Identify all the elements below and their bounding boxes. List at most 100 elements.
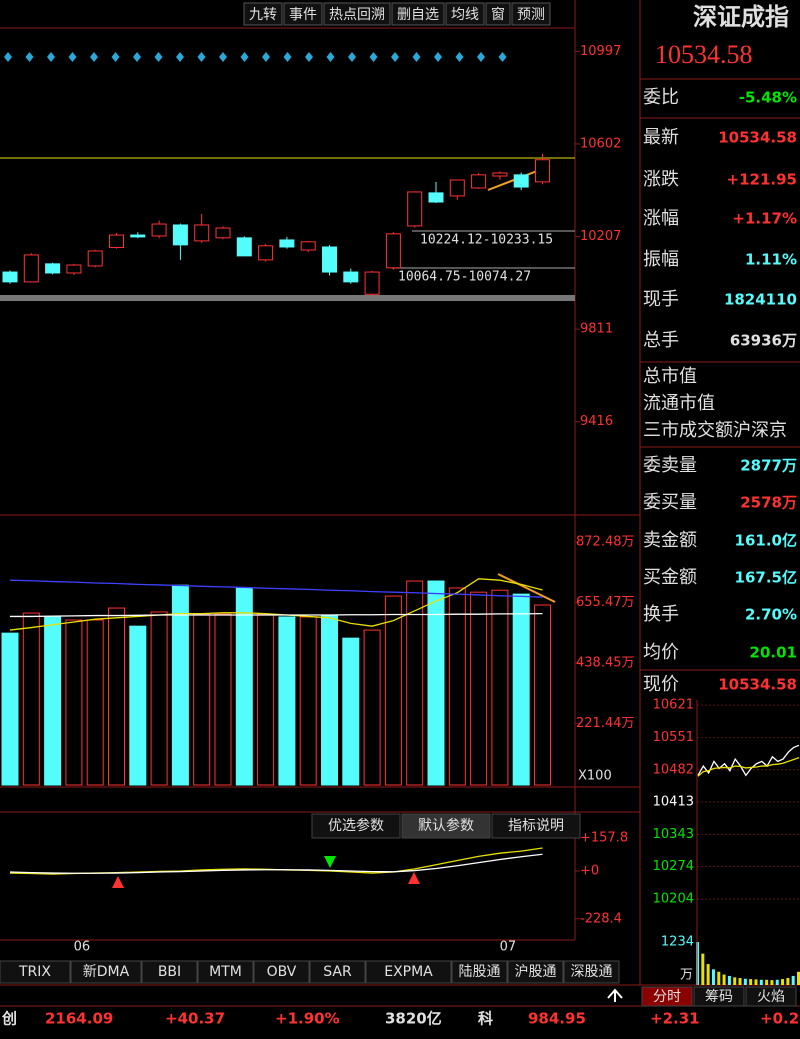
toolbar-button[interactable] xyxy=(511,2,551,26)
quote-value: 10534.58 xyxy=(718,129,797,147)
candle-body xyxy=(2,271,18,283)
intraday-volume xyxy=(765,979,769,985)
toolbar-label[interactable]: 均线 xyxy=(451,7,479,23)
expand-icon[interactable] xyxy=(607,988,623,1002)
view-tab-label[interactable]: 分时 xyxy=(653,989,681,1005)
toolbar-label[interactable]: 窗 xyxy=(491,6,505,23)
status-item: +2.31 xyxy=(650,1010,700,1028)
indicator-tab[interactable] xyxy=(563,960,620,984)
header-price: 10534.58 xyxy=(655,40,753,69)
candle-body xyxy=(300,241,316,251)
indicator-tab[interactable] xyxy=(451,960,508,984)
indicator-tab-label[interactable]: TRIX xyxy=(18,964,51,980)
intraday-line xyxy=(697,744,800,777)
candle-body xyxy=(23,254,39,283)
view-tab[interactable] xyxy=(745,986,797,1007)
y-tick-label: 10621 xyxy=(653,698,694,713)
diamond-marker xyxy=(283,52,292,62)
intraday-volume xyxy=(786,978,790,985)
volume-bar xyxy=(384,595,402,786)
moving-average xyxy=(9,579,543,598)
header-title: 深证成指 xyxy=(693,3,789,31)
candle-body xyxy=(66,264,82,274)
toolbar-label[interactable]: 预测 xyxy=(517,7,545,23)
y-tick-label: 10482 xyxy=(653,762,694,777)
view-tab[interactable] xyxy=(641,986,693,1007)
intraday-volume xyxy=(797,971,800,985)
indicator-tab[interactable] xyxy=(141,960,198,984)
quote-label: 委买量 xyxy=(643,492,697,513)
volume-bar xyxy=(299,616,317,786)
indicator-tab[interactable] xyxy=(253,960,310,984)
diamond-marker xyxy=(111,52,120,62)
indicator-button-label[interactable]: 默认参数 xyxy=(418,817,474,834)
y-tick-label: 9416 xyxy=(580,414,613,429)
indicator-tab-label[interactable]: BBI xyxy=(158,964,181,980)
indicator-tab-label[interactable]: SAR xyxy=(323,964,352,980)
quote-value: 20.01 xyxy=(750,644,797,662)
indicator-button[interactable] xyxy=(311,813,401,839)
toolbar-button[interactable] xyxy=(485,2,511,26)
toolbar-button[interactable] xyxy=(391,2,445,26)
volume-bar xyxy=(342,637,360,786)
indicator-tab[interactable] xyxy=(365,960,452,984)
candle-body xyxy=(109,234,124,248)
volume-bar xyxy=(150,611,168,786)
indicator-tab[interactable] xyxy=(309,960,366,984)
toolbar-label[interactable]: 删自选 xyxy=(397,7,439,23)
volume-bar xyxy=(321,614,338,786)
unit-label: X100 xyxy=(578,769,612,784)
indicator-button-label[interactable]: 优选参数 xyxy=(328,817,384,834)
indicator-button[interactable] xyxy=(401,813,491,839)
indicator-tab[interactable] xyxy=(507,960,564,984)
view-tab-label[interactable]: 火焰 xyxy=(757,989,785,1005)
toolbar-button[interactable] xyxy=(445,2,485,26)
quote-value: -5.48% xyxy=(739,89,797,107)
diamond-marker xyxy=(90,52,98,62)
toolbar-label[interactable]: 九转 xyxy=(249,7,277,23)
intraday-volume xyxy=(706,964,710,985)
indicator-tab[interactable] xyxy=(197,960,254,984)
diamond-marker xyxy=(412,52,421,62)
diamond-marker xyxy=(326,52,335,62)
diamond-marker xyxy=(348,52,356,62)
quote-label: 均价 xyxy=(643,642,679,663)
indicator-tab-label[interactable]: 沪股通 xyxy=(515,964,557,980)
indicator-tab-label[interactable]: MTM xyxy=(209,964,242,980)
indicator-button[interactable] xyxy=(491,813,581,839)
diamond-marker xyxy=(154,52,163,62)
y-tick-label: 438.45万 xyxy=(576,655,635,670)
indicator-button-label[interactable]: 指标说明 xyxy=(508,818,564,834)
indicator-tab[interactable] xyxy=(0,960,71,984)
indicator-tab-label[interactable]: 深股通 xyxy=(571,964,613,980)
view-tab-label[interactable]: 筹码 xyxy=(705,988,733,1005)
toolbar-label[interactable]: 事件 xyxy=(289,7,317,23)
diamond-marker xyxy=(498,52,507,62)
indicator-tab-label[interactable]: 新DMA xyxy=(83,964,130,980)
volume-bar xyxy=(235,587,253,786)
toolbar-label[interactable]: 热点回溯 xyxy=(329,7,385,23)
indicator-tab-label[interactable]: 陆股通 xyxy=(459,964,501,980)
trend-arrow xyxy=(497,573,556,603)
candle-body xyxy=(364,271,380,295)
candle-body xyxy=(194,224,210,242)
buy-signal xyxy=(112,876,124,888)
status-item: +0.24 xyxy=(760,1010,800,1028)
y-tick-label: +157.8 xyxy=(580,830,628,845)
volume-bar xyxy=(427,580,445,786)
quote-label: 三市成交额沪深京 xyxy=(643,420,787,441)
volume-bar xyxy=(22,612,40,786)
intraday-volume xyxy=(733,977,737,985)
indicator-tab[interactable] xyxy=(70,960,142,984)
quote-value: 167.5亿 xyxy=(735,569,797,587)
indicator-tab-label[interactable]: OBV xyxy=(267,964,297,980)
toolbar-button[interactable] xyxy=(243,2,283,26)
toolbar-button[interactable] xyxy=(323,2,391,26)
diamond-marker xyxy=(369,52,378,62)
indicator-tab-label[interactable]: EXPMA xyxy=(384,964,433,980)
toolbar-button[interactable] xyxy=(283,2,323,26)
volume-bar xyxy=(470,591,488,786)
view-tab[interactable] xyxy=(693,986,745,1007)
